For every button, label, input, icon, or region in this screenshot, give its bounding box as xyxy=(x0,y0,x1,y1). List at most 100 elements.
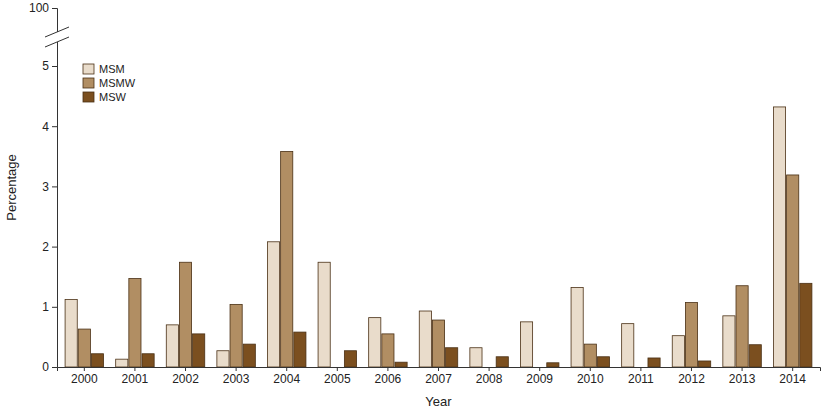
legend-item: MSM xyxy=(83,63,125,75)
x-tick: 2003 xyxy=(223,367,250,386)
bar xyxy=(369,318,381,367)
x-tick-mark xyxy=(286,367,287,371)
bar xyxy=(65,300,77,367)
x-tick-label: 2007 xyxy=(425,372,452,386)
x-tick-label: 2013 xyxy=(729,372,756,386)
bar xyxy=(419,311,431,367)
bars xyxy=(65,107,812,367)
x-tick-mark xyxy=(387,367,388,371)
y-tick-label: 2 xyxy=(42,240,49,254)
series xyxy=(78,151,799,367)
y-tick: 4 xyxy=(42,120,57,134)
x-tick-label: 2002 xyxy=(172,372,199,386)
x-tick: 2002 xyxy=(172,367,199,386)
bar xyxy=(534,367,546,368)
x-tick-label: 2009 xyxy=(526,372,553,386)
x-tick: 2000 xyxy=(71,367,98,386)
x-tick-mark xyxy=(742,367,743,371)
y-tick-mark xyxy=(52,307,57,308)
y-axis-line xyxy=(52,9,58,368)
bar xyxy=(787,175,799,367)
x-tick: 2005 xyxy=(324,367,351,386)
x-tick-label: 2004 xyxy=(273,372,300,386)
bar xyxy=(166,325,178,367)
x-axis-title: Year xyxy=(425,394,452,409)
bar xyxy=(446,348,458,367)
legend-label: MSMW xyxy=(99,77,136,89)
legend-swatch xyxy=(83,64,94,74)
bar xyxy=(382,334,394,367)
bar xyxy=(800,283,812,367)
bar xyxy=(281,151,293,367)
x-tick-label: 2006 xyxy=(375,372,402,386)
legend-label: MSW xyxy=(99,91,127,103)
bar xyxy=(318,262,330,367)
x-tick-label: 2011 xyxy=(628,372,654,386)
axis-break xyxy=(45,27,69,47)
y-tick-mark xyxy=(52,186,57,187)
chart: 0123451002000200120022003200420052006200… xyxy=(0,0,829,412)
bar xyxy=(267,242,279,367)
x-tick-mark xyxy=(539,367,540,371)
bar xyxy=(142,354,154,367)
y-tick: 1 xyxy=(42,300,57,314)
bar xyxy=(395,362,407,367)
x-tick: 2013 xyxy=(729,367,756,386)
x-tick-label: 2001 xyxy=(122,372,149,386)
legend: MSM MSMW MSW xyxy=(83,63,136,103)
x-tick-mark xyxy=(438,367,439,371)
bar xyxy=(344,351,356,367)
x-tick-label: 2010 xyxy=(577,372,604,386)
bar xyxy=(217,351,229,367)
x-tick: 2012 xyxy=(678,367,705,386)
x-tick: 2011 xyxy=(628,367,654,386)
bar xyxy=(597,357,609,367)
y-tick: 2 xyxy=(42,240,57,254)
y-tick-label: 1 xyxy=(42,300,49,314)
legend-swatch xyxy=(83,78,94,88)
bar xyxy=(699,361,711,367)
legend-item: MSMW xyxy=(83,77,136,89)
bar xyxy=(672,336,684,367)
x-tick-mark xyxy=(236,367,237,371)
y-tick: 100 xyxy=(29,1,57,15)
bar xyxy=(685,303,697,367)
y-axis-title: Percentage xyxy=(4,154,19,221)
series xyxy=(65,107,786,367)
bar xyxy=(179,262,191,367)
axis-break-mark xyxy=(45,37,69,47)
bar xyxy=(520,322,532,367)
x-tick: 2004 xyxy=(273,367,300,386)
x-tick-mark xyxy=(185,367,186,371)
bar xyxy=(648,358,660,367)
series xyxy=(91,283,812,367)
bar xyxy=(773,107,785,367)
bar xyxy=(116,359,128,367)
bar xyxy=(622,324,634,367)
plot: 0123451002000200120022003200420052006200… xyxy=(29,1,821,385)
y-tick-mark xyxy=(52,247,57,248)
x-axis: 2000200120022003200420052006200720082009… xyxy=(58,367,821,386)
bar xyxy=(243,344,255,367)
y-tick-mark xyxy=(52,66,57,67)
bar xyxy=(723,316,735,367)
bar xyxy=(91,354,103,367)
x-tick: 2007 xyxy=(425,367,452,386)
x-tick: 2009 xyxy=(526,367,553,386)
x-tick: 2010 xyxy=(577,367,604,386)
y-tick: 0 xyxy=(42,360,57,374)
bar xyxy=(470,348,482,367)
x-tick-label: 2000 xyxy=(71,372,98,386)
axis-break-mark xyxy=(45,27,69,37)
y-tick-label: 100 xyxy=(29,1,49,15)
x-tick: 2006 xyxy=(375,367,402,386)
bar xyxy=(78,329,90,367)
bar xyxy=(635,367,647,368)
bar xyxy=(294,332,306,367)
bar xyxy=(432,320,444,367)
legend-label: MSM xyxy=(99,63,125,75)
bar xyxy=(571,288,583,367)
y-tick-label: 4 xyxy=(42,120,49,134)
y-tick-mark xyxy=(52,8,57,9)
x-tick-label: 2003 xyxy=(223,372,250,386)
